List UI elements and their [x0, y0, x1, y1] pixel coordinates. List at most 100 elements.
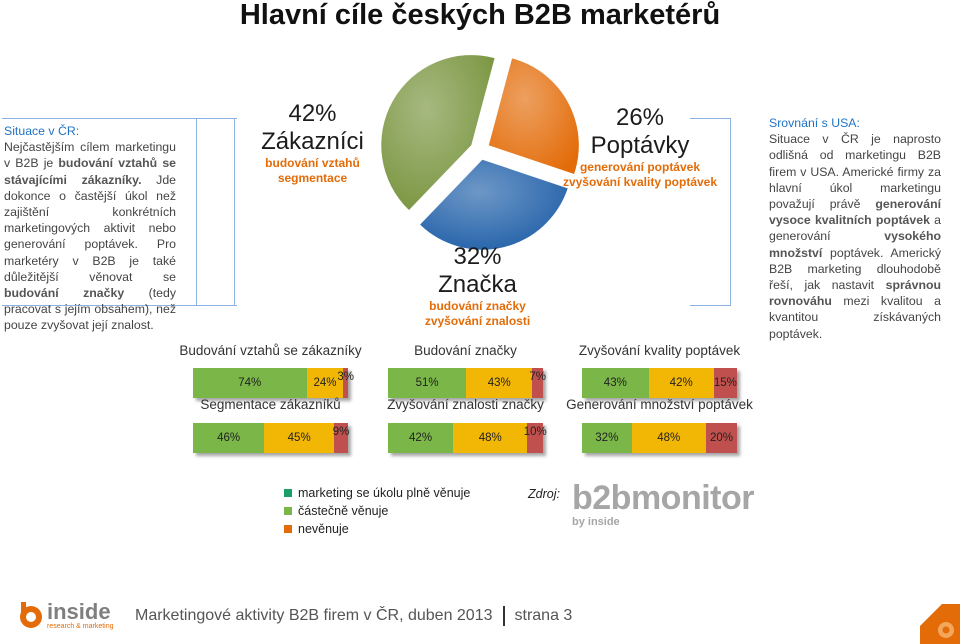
legend: marketing se úkolu plně věnuje částečně … [284, 484, 470, 538]
legend-item: částečně věnuje [284, 502, 470, 520]
pie-sub: budování značky [429, 299, 526, 313]
inside-logo-sub: research & marketing [47, 622, 114, 630]
legend-item: nevěnuje [284, 520, 470, 538]
pie-label-poptavky: 26% Poptávky generování poptávek zvyšová… [555, 104, 725, 190]
pie-name: Zákazníci [261, 128, 364, 155]
bar-segment-label: 24% [313, 377, 337, 389]
bar-segment-label: 45% [287, 432, 311, 444]
legend-item: marketing se úkolu plně věnuje [284, 484, 470, 502]
pie-slice-zakaznici-shine [381, 55, 495, 211]
bar-segment: 42% [648, 368, 714, 398]
left-text: Situace v ČR: Nejčastějším cílem marketi… [4, 123, 176, 334]
bar-generovani-mnozstvi-poptavek: 32% 48% 20% [582, 423, 737, 453]
corner-logo [920, 604, 960, 644]
right-bracket-inner [690, 118, 731, 306]
bar-segment: 3% [337, 368, 354, 398]
bar-segment: 42% [388, 423, 454, 453]
legend-swatch [284, 507, 292, 515]
bar-budovani-vztahu-se-zakazniky: 74% 24% 3% [193, 368, 354, 398]
pie-chart [381, 55, 579, 250]
bar-segment-label: 3% [337, 371, 354, 383]
bar-segment: 43% [466, 368, 533, 398]
pie-sub: budování vztahů [265, 156, 360, 170]
bar-segment-label: 51% [415, 377, 439, 389]
bar-segment-label: 43% [603, 377, 627, 389]
bar-segment-label: 43% [487, 377, 511, 389]
legend-label: částečně věnuje [298, 504, 389, 518]
right-text-part: mezi kvalitou a kvantitou získávaných po… [769, 294, 941, 341]
pie-sub: zvyšování kvality poptávek [562, 175, 718, 189]
bar-segment-label: 15% [713, 377, 737, 389]
pie-slice-znacka-shine [420, 159, 568, 250]
bar-segment: 46% [193, 423, 265, 453]
bar-segment-label: 32% [595, 432, 619, 444]
bar-segment: 24% [306, 368, 344, 398]
pie-sub: segmentace [277, 171, 348, 185]
legend-swatch [284, 489, 292, 497]
left-text-emph: budování značky [4, 286, 125, 301]
bar-segment: 51% [388, 368, 467, 398]
bar-segment-label: 42% [409, 432, 433, 444]
right-text-emph: správnou rovnováhu [769, 278, 941, 309]
pie-pct: 42% [288, 100, 337, 127]
right-text-emph: vysokého množství [769, 229, 941, 260]
page-title: Hlavní cíle českých B2B marketérů [239, 0, 721, 31]
bar-segment: 7% [529, 368, 546, 398]
b2bmonitor-logo: b2bmonitor by inside [572, 478, 754, 528]
pie-name: Značka [438, 271, 517, 298]
inside-logo: inside research & marketing [18, 600, 114, 630]
pie-pct: 26% [615, 104, 665, 131]
footer-separator [502, 606, 505, 626]
pie-pct: 32% [453, 243, 502, 270]
footer-text: Marketingové aktivity B2B firem v ČR, du… [135, 607, 493, 624]
legend-label: nevěnuje [298, 522, 349, 536]
footer: Marketingové aktivity B2B firem v ČR, du… [135, 606, 572, 626]
pie-sub: zvyšování znalosti [424, 314, 531, 328]
right-text-part: poptávek. Americký B2B marketing dlouhod… [769, 245, 941, 293]
footer-page: strana 3 [514, 607, 573, 624]
bar-segment-label: 20% [709, 432, 733, 444]
pie-sub: generování poptávek [579, 160, 701, 174]
right-text-emph: generování vysoce kvalitních poptávek [769, 197, 941, 228]
left-text-heading: Situace v ČR: [4, 124, 80, 138]
bar-segment: 20% [705, 423, 737, 453]
bar-title-zvysovani-znalosti-znacky: Zvyšování znalosti značky [387, 397, 544, 412]
bar-segment-label: 10% [523, 426, 547, 438]
bar-title-segmentace-zakazniku: Segmentace zákazníků [200, 397, 341, 412]
bar-title-budovani-vztahu-se-zakazniky: Budování vztahů se zákazníky [179, 343, 362, 358]
inside-logo-icon [20, 602, 42, 628]
bar-title-budovani-znacky: Budování značky [414, 343, 517, 358]
left-bracket [2, 118, 235, 306]
pie-label-zakaznici: 42% Zákazníci budování vztahů segmentace [240, 100, 385, 186]
source-label: Zdroj: [528, 487, 560, 501]
bar-segment-label: 42% [669, 377, 693, 389]
bar-segment: 48% [631, 423, 706, 453]
bar-segmentace-zakazniku: 46% 45% 9% [193, 423, 350, 453]
pie-label-znacka: 32% Značka budování značky zvyšování zna… [405, 243, 550, 329]
right-text-part: a generování [769, 213, 941, 244]
inside-logo-text: inside [47, 598, 111, 624]
bar-segment: 48% [453, 423, 528, 453]
bar-segment: 43% [582, 368, 649, 398]
legend-swatch [284, 525, 292, 533]
pie-slice-poptavky-shine [488, 58, 579, 174]
right-text: Srovnání s USA: Situace v ČR je naprosto… [769, 115, 941, 342]
bar-zvysovani-kvality-poptavek: 43% 42% 15% [582, 368, 737, 398]
bar-segment: 10% [524, 423, 547, 453]
bar-segment-label: 48% [478, 432, 502, 444]
left-text-part: Jde dokonce o častější úkol než zajištěn… [4, 172, 177, 284]
b2bmonitor-logo-sub: by inside [572, 516, 620, 528]
right-text-part: Situace v ČR je naprosto odlišná od mark… [769, 132, 941, 212]
left-text-part: (tedy pracovat s jejím obsahem), než pou… [4, 286, 176, 333]
bar-segment-label: 48% [657, 432, 681, 444]
bar-segment: 45% [264, 423, 335, 453]
legend-label: marketing se úkolu plně věnuje [298, 486, 471, 500]
bar-segment-label: 9% [332, 426, 350, 438]
right-text-heading: Srovnání s USA: [769, 116, 860, 130]
b2bmonitor-logo-text: b2bmonitor [572, 479, 754, 517]
pie-name: Poptávky [590, 132, 690, 159]
bar-segment: 9% [332, 423, 350, 453]
left-text-emph: budování vztahů se stávajícími zákazníky… [4, 156, 176, 187]
left-text-part: Nejčastějším cílem marketingu v B2B je [4, 140, 176, 171]
bar-segment-label: 7% [529, 371, 546, 383]
